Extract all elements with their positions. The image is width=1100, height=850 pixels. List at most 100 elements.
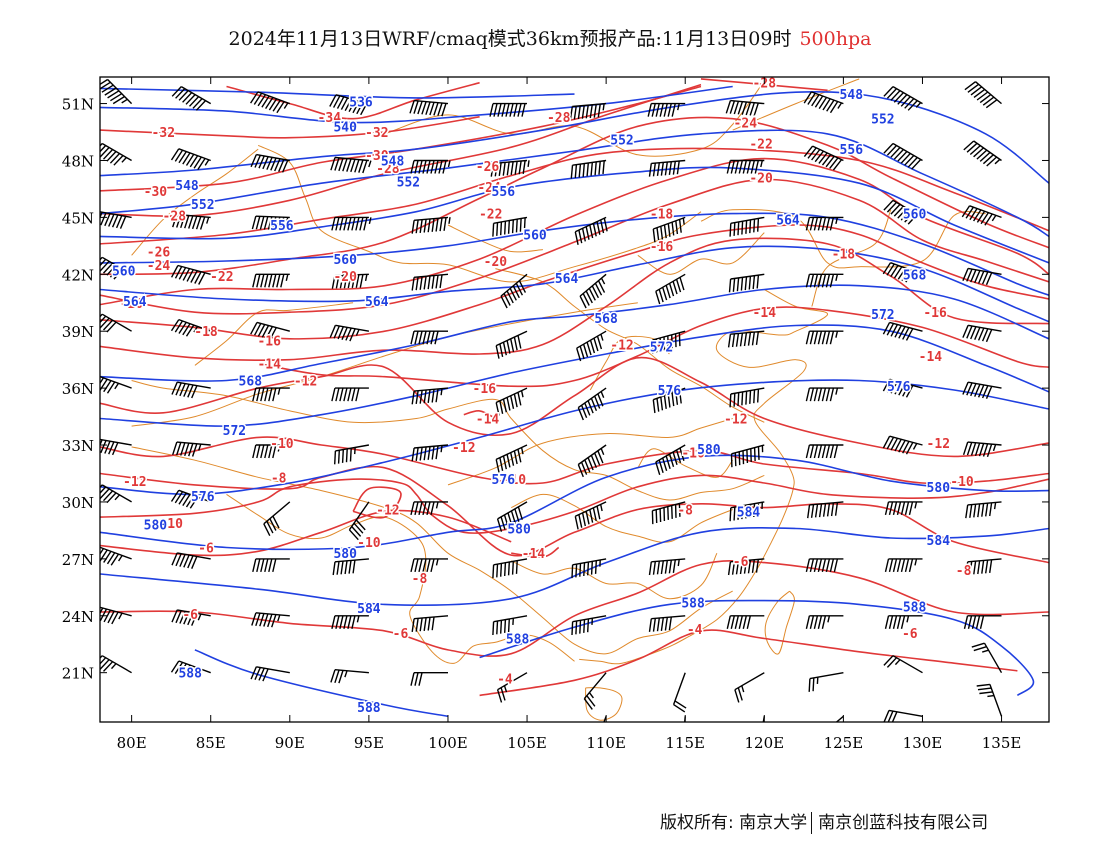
temperature-label: -20 — [749, 172, 773, 187]
wind-barb — [976, 683, 1003, 717]
wind-barb — [648, 159, 686, 177]
height-label: 568 — [239, 375, 263, 390]
wind-barb — [962, 267, 1002, 286]
height-contour — [100, 85, 733, 124]
border-line — [732, 78, 860, 131]
wind-barb — [730, 444, 765, 468]
height-contour — [479, 599, 1035, 697]
height-label: 576 — [658, 384, 682, 399]
wind-barb — [251, 612, 290, 628]
wind-barb — [574, 501, 607, 530]
height-label: 564 — [365, 295, 389, 310]
height-contour — [100, 129, 1049, 238]
height-label: 560 — [333, 253, 357, 268]
wind-barb — [571, 558, 607, 579]
wind-barb — [172, 213, 211, 230]
temperature-label: -30 — [365, 149, 389, 164]
height-label: 588 — [357, 701, 381, 716]
height-label: 580 — [697, 443, 721, 458]
wind-barb — [252, 558, 290, 573]
border-line — [131, 302, 638, 427]
height-label: 552 — [397, 175, 420, 190]
border-line — [131, 446, 733, 655]
temperature-label: -8 — [956, 564, 972, 579]
wind-barb — [805, 558, 844, 573]
border-line — [447, 418, 733, 486]
temperature-label: -20 — [120, 297, 144, 312]
title-main: 2024年11月13日WRF/cmaq模式36km预报产品:11月13日09时 — [228, 28, 792, 50]
plot-background — [100, 77, 1049, 722]
temperature-label: -16 — [650, 240, 674, 255]
temperature-contour — [100, 465, 1049, 564]
temperature-label: -10 — [159, 517, 183, 532]
wind-barb — [884, 615, 923, 629]
height-label: 580 — [144, 519, 168, 534]
wind-barb — [170, 148, 211, 170]
temperature-label: -12 — [724, 413, 747, 428]
wind-barb — [576, 330, 607, 362]
lon-label: 105E — [507, 734, 547, 752]
temperature-label: -16 — [473, 382, 497, 397]
height-label: 580 — [927, 481, 951, 496]
wind-barb — [496, 501, 528, 532]
wind-barb — [727, 330, 765, 348]
wind-barb — [331, 273, 369, 289]
temperature-contour — [100, 509, 512, 557]
height-label: 564 — [123, 295, 147, 310]
title-pressure-level: 500hpa — [799, 28, 872, 50]
border-line — [700, 208, 986, 269]
lon-label: 125E — [824, 734, 864, 752]
temperature-label: -14 — [257, 358, 281, 373]
temperature-label: -14 — [522, 547, 546, 562]
wind-barb — [348, 501, 370, 541]
wind-barb — [100, 142, 132, 166]
temperature-label: -16 — [257, 335, 281, 350]
wind-barb — [495, 444, 528, 473]
temperature-label: -14 — [919, 350, 943, 365]
wind-barb — [882, 262, 923, 283]
temperature-label: -24 — [477, 181, 501, 196]
temperature-contour — [100, 178, 1049, 315]
temperature-label: -20 — [333, 270, 357, 285]
height-label: 576 — [492, 473, 516, 488]
wind-barb — [884, 558, 923, 573]
border-line — [637, 232, 765, 275]
height-label: 568 — [594, 312, 618, 327]
wind-barb — [883, 85, 923, 111]
wind-barb — [100, 606, 132, 625]
wind-barb — [100, 375, 132, 394]
wind-barb — [489, 102, 527, 117]
temperature-label: -24 — [734, 117, 758, 132]
wind-barb — [964, 81, 1002, 109]
height-label: 588 — [178, 667, 202, 682]
temperature-label: -28 — [163, 210, 187, 225]
wind-barb — [329, 94, 370, 116]
temperature-label: -8 — [271, 471, 287, 486]
temperature-label: -30 — [144, 185, 168, 200]
wind-barb — [263, 501, 291, 537]
wind-barb — [805, 444, 844, 459]
lon-label: 135E — [982, 734, 1022, 752]
lat-label: 48N — [62, 152, 94, 170]
wind-barb — [726, 615, 765, 629]
height-label: 584 — [357, 602, 381, 617]
height-label: 576 — [191, 490, 215, 505]
wind-barb — [805, 615, 844, 629]
wind-barb — [651, 501, 686, 525]
wind-barb — [729, 387, 765, 408]
temperature-label: -20 — [484, 255, 508, 270]
wind-barb — [882, 435, 923, 455]
footer-separator — [811, 812, 813, 834]
temperature-label: -24 — [147, 259, 171, 274]
border-line — [131, 380, 765, 501]
wind-barb — [655, 273, 686, 305]
temperature-label: -10 — [503, 473, 527, 488]
wind-barb — [583, 672, 607, 710]
height-label: 572 — [223, 424, 246, 439]
wind-barb — [725, 99, 765, 116]
height-contour — [100, 324, 1049, 427]
wind-barb — [171, 381, 211, 399]
lat-label: 21N — [62, 665, 94, 683]
wind-barb — [331, 216, 372, 231]
temperature-label: -28 — [753, 77, 777, 92]
